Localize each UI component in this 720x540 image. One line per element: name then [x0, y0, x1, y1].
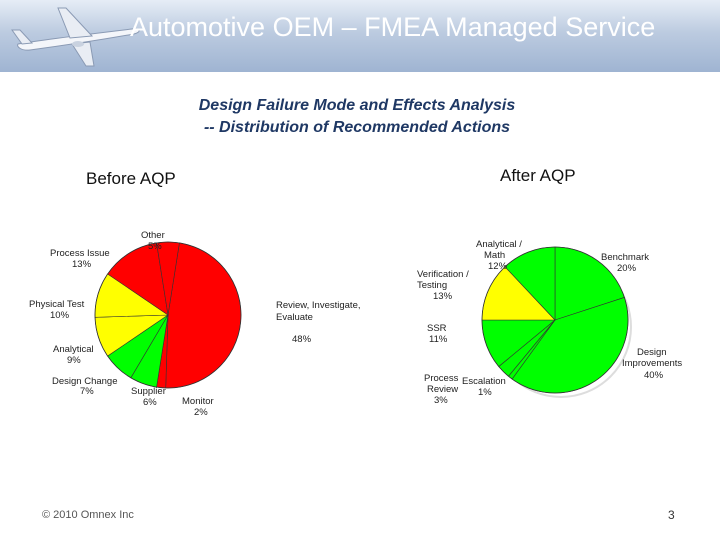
slice-label-before-2: Supplier [131, 386, 166, 397]
airplane-logo [11, 7, 140, 67]
slice-pct-after-2: 1% [478, 387, 492, 398]
slice-label-after-0: Benchmark [601, 252, 649, 263]
slice-pct-before-1: 2% [194, 407, 208, 418]
slice-pct-after-0: 20% [617, 263, 637, 274]
slice-label-after-6-1: Math [484, 250, 505, 261]
before-pie-title: Before AQP [86, 169, 176, 188]
slice-label-before-6: Process Issue [50, 248, 110, 259]
slice-label-after-6-0: Analytical / [476, 239, 522, 250]
slice-label-before-0-1: Evaluate [276, 312, 313, 323]
slice-label-before-4: Analytical [53, 344, 94, 355]
slice-pct-after-6: 12% [488, 261, 508, 272]
slice-pct-after-3: 3% [434, 395, 448, 406]
slice-label-after-2: Escalation [462, 376, 506, 387]
pie-outline-after [481, 246, 629, 394]
pie-slice-before-0 [165, 242, 242, 389]
slice-label-after-5-0: Verification / [417, 269, 469, 280]
slice-label-after-4: SSR [427, 323, 447, 334]
slice-label-after-3-0: Process [424, 373, 459, 384]
slice-label-before-1: Monitor [182, 396, 214, 407]
slice-label-after-1-0: Design [637, 347, 667, 358]
slice-label-before-5: Physical Test [29, 299, 85, 310]
subtitle-line-1: Design Failure Mode and Effects Analysis [198, 97, 516, 114]
slice-pct-before-2: 6% [143, 397, 157, 408]
pie-outline-before [94, 241, 242, 389]
slice-label-after-3-1: Review [427, 384, 458, 395]
page-number: 3 [668, 508, 675, 522]
slice-label-before-0-0: Review, Investigate, [276, 300, 361, 311]
slice-pct-before-0: 48% [292, 334, 312, 345]
slice-label-after-5-1: Testing [417, 280, 447, 291]
footer-copyright: © 2010 Omnex Inc [42, 509, 134, 521]
slide-title: Automotive OEM – FMEA Managed Service [130, 12, 656, 42]
slice-pct-before-5: 10% [50, 310, 70, 321]
header-banner: Automotive OEM – FMEA Managed Service [0, 0, 720, 72]
slice-pct-before-4: 9% [67, 355, 81, 366]
slice-pct-before-6: 13% [72, 259, 92, 270]
after-pie-title: After AQP [500, 166, 576, 185]
slice-label-after-1-1: Improvements [622, 358, 682, 369]
slice-pct-after-5: 13% [433, 291, 453, 302]
slice-pct-after-1: 40% [644, 370, 664, 381]
slice-pct-before-7: 5% [148, 241, 162, 252]
subtitle-line-2: -- Distribution of Recommended Actions [203, 119, 511, 136]
slice-label-before-7: Other [141, 230, 165, 241]
slice-pct-after-4: 11% [429, 334, 448, 345]
slice-label-before-3: Design Change [52, 376, 118, 387]
chart-subtitle: Design Failure Mode and Effects Analysis… [0, 95, 714, 139]
slice-pct-before-3: 7% [80, 386, 94, 397]
